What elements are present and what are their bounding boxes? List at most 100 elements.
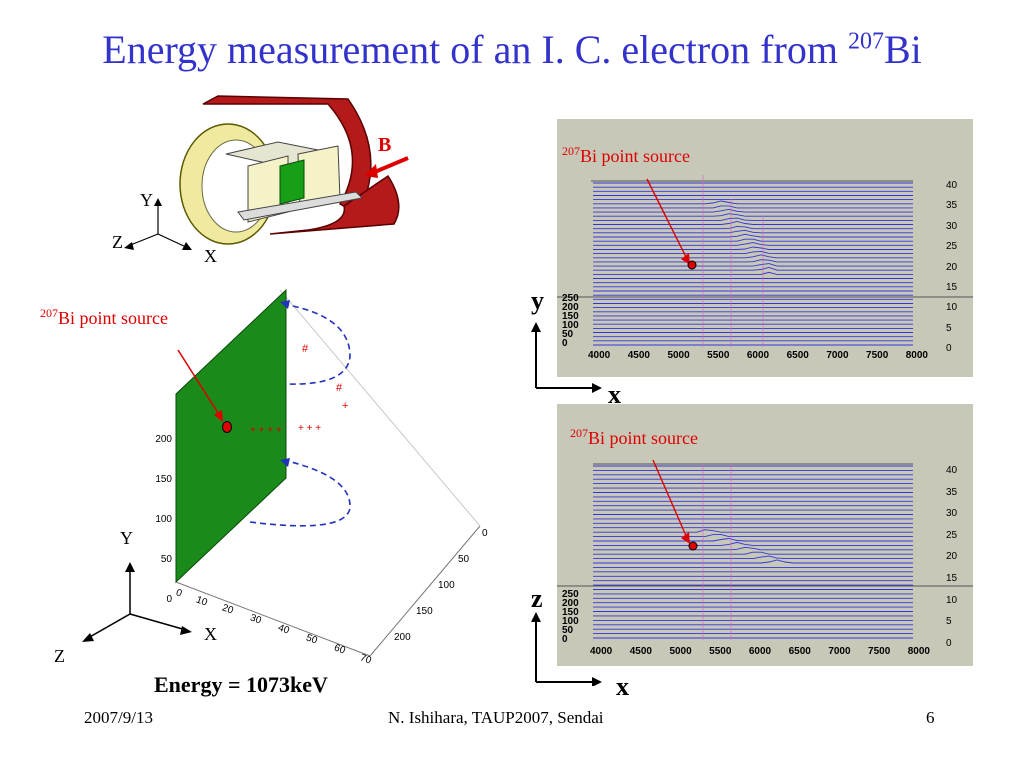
l-tick: 150 bbox=[562, 311, 579, 322]
l-tick: 100 bbox=[562, 320, 579, 331]
panel-top-x-ticks: 4000 4500 5000 5500 6000 6500 7000 7500 … bbox=[588, 350, 928, 361]
slide-title: Energy measurement of an I. C. electron … bbox=[0, 26, 1024, 73]
detector-axis-x: X bbox=[204, 246, 217, 266]
trace-line bbox=[593, 267, 913, 271]
panel-bottom-left-ticks: 250 200 150 100 50 0 bbox=[562, 589, 579, 645]
r-tick: 5 bbox=[946, 322, 952, 334]
r-tick: 30 bbox=[946, 508, 958, 520]
trace-line bbox=[593, 208, 913, 213]
title-main: Energy measurement of an I. C. electron … bbox=[102, 27, 848, 72]
r-tick: 35 bbox=[946, 486, 958, 498]
x-tick: 5000 bbox=[667, 350, 690, 361]
v-tick: 200 bbox=[155, 434, 172, 445]
detector-axis-z: Z bbox=[112, 232, 123, 252]
plot-3d: # # + + + + + + + + bbox=[175, 288, 481, 657]
trace-line bbox=[593, 200, 913, 205]
l-tick: 0 bbox=[562, 634, 568, 645]
trace-line bbox=[593, 538, 913, 542]
plot3d-axis-y: Y bbox=[120, 528, 133, 548]
l-tick: 200 bbox=[562, 302, 579, 313]
trace-line bbox=[593, 551, 913, 555]
trace-line bbox=[593, 205, 913, 209]
trace-line bbox=[593, 263, 913, 267]
x-tick: 7000 bbox=[826, 350, 849, 361]
trace-line bbox=[593, 225, 913, 230]
trace-line bbox=[593, 529, 913, 533]
svg-text:+ + + +: + + + + bbox=[250, 425, 282, 436]
detector-axis-y: Y bbox=[140, 190, 153, 210]
svg-text:+: + bbox=[342, 400, 348, 412]
panel-top-axis-x: x bbox=[608, 380, 621, 409]
plot3d-axes-arrows bbox=[82, 562, 192, 642]
v-tick: 150 bbox=[155, 474, 172, 485]
source-text: Bi point source bbox=[580, 146, 690, 166]
panel-top-traces bbox=[557, 175, 973, 347]
title-sup: 207 bbox=[847, 28, 884, 55]
x-tick: 5500 bbox=[709, 646, 732, 657]
panel-top-axis-y: y bbox=[531, 286, 544, 315]
trace-line bbox=[593, 541, 913, 546]
plot3d-side-tick-0: 0 bbox=[482, 528, 488, 539]
panel-top-axis-arrows bbox=[531, 322, 602, 393]
l-tick: 100 bbox=[562, 616, 579, 627]
trace-line bbox=[593, 242, 913, 246]
l-tick: 250 bbox=[562, 589, 579, 600]
l-tick: 50 bbox=[562, 625, 574, 636]
svg-text:+ + +: + + + bbox=[298, 423, 321, 434]
b-field-label: B bbox=[378, 134, 392, 156]
x-tick: 6500 bbox=[788, 646, 811, 657]
r-tick: 0 bbox=[946, 637, 952, 649]
panel-bottom-source-label: 207Bi point source bbox=[570, 426, 698, 449]
panel-bottom-x-ticks: 4000 4500 5000 5500 6000 6500 7000 7500 … bbox=[590, 646, 930, 657]
source-sup: 207 bbox=[40, 306, 58, 320]
v-tick: 0 bbox=[166, 594, 172, 605]
energy-label: Energy = 1073keV bbox=[154, 672, 328, 697]
detector-illustration bbox=[124, 95, 409, 250]
panel-top-right-ticks: 40 35 30 25 20 15 10 5 0 bbox=[946, 176, 957, 360]
svg-text:#: # bbox=[302, 343, 309, 355]
panel-top bbox=[557, 119, 973, 377]
plot3d-axis-x: X bbox=[204, 624, 217, 644]
r-tick: 25 bbox=[946, 241, 958, 253]
trace-line bbox=[593, 254, 913, 259]
x-tick: 4500 bbox=[627, 350, 650, 361]
x-tick: 4000 bbox=[590, 646, 613, 657]
x-tick: 7000 bbox=[828, 646, 851, 657]
panel-bottom-axis-z: z bbox=[531, 584, 543, 613]
r-tick: 35 bbox=[946, 200, 958, 212]
x-tick: 8000 bbox=[907, 646, 930, 657]
trace-line bbox=[593, 271, 913, 275]
x-tick: 4500 bbox=[629, 646, 652, 657]
plot3d-vertical-ticks: 200 150 100 50 0 bbox=[146, 420, 172, 620]
x-tick: 7500 bbox=[866, 350, 889, 361]
plot3d-axis-z: Z bbox=[54, 646, 65, 666]
x-tick: 5000 bbox=[669, 646, 692, 657]
trace-line bbox=[593, 555, 913, 560]
panel-bottom bbox=[557, 404, 973, 666]
x-tick: 6000 bbox=[748, 646, 772, 657]
l-tick: 0 bbox=[562, 338, 568, 349]
v-tick: 50 bbox=[160, 554, 172, 565]
v-tick: 100 bbox=[155, 514, 172, 525]
svg-text:#: # bbox=[336, 382, 343, 394]
r-tick: 5 bbox=[946, 616, 952, 628]
x-tick: 8000 bbox=[905, 350, 928, 361]
plot3d-side-tick-2: 100 bbox=[438, 580, 455, 591]
l-tick: 150 bbox=[562, 607, 579, 618]
x-tick: 5500 bbox=[707, 350, 730, 361]
x-tick: 6500 bbox=[786, 350, 809, 361]
r-tick: 25 bbox=[946, 529, 958, 541]
trace-line bbox=[593, 246, 913, 250]
r-tick: 15 bbox=[946, 282, 958, 294]
plot3d-source-label: 207Bi point source bbox=[40, 306, 168, 329]
plot3d-side-tick-1: 50 bbox=[458, 554, 470, 565]
r-tick: 15 bbox=[946, 572, 958, 584]
footer-author: N. Ishihara, TAUP2007, Sendai bbox=[388, 708, 604, 727]
plot3d-side-tick-3: 150 bbox=[416, 606, 433, 617]
trace-line bbox=[593, 229, 913, 234]
source-sup: 207 bbox=[562, 144, 580, 158]
trace-line bbox=[593, 233, 913, 238]
r-tick: 40 bbox=[946, 180, 958, 191]
panel-bottom-right-ticks: 40 35 30 25 20 15 10 5 0 bbox=[946, 460, 957, 654]
plot3d-side-tick-4: 200 bbox=[394, 632, 411, 643]
